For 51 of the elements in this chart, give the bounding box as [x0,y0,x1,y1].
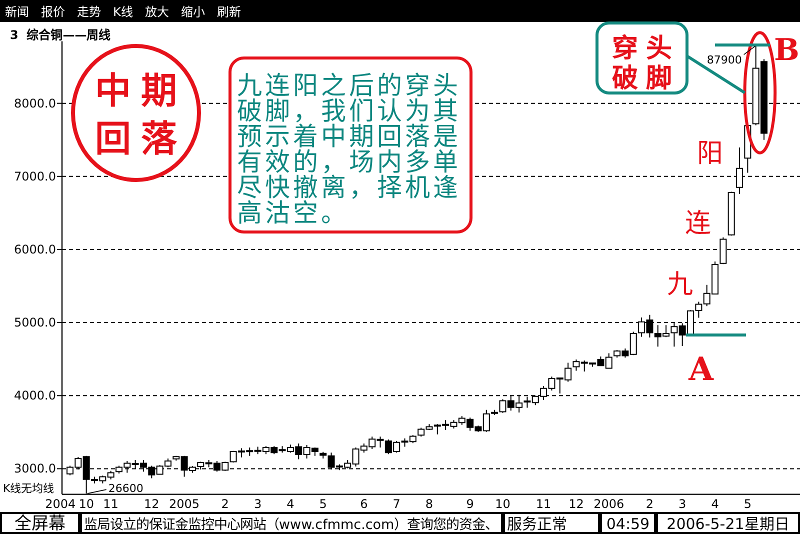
text: 新闻 [5,4,29,19]
text: 2004 [45,497,76,511]
text: 全屏幕 [14,514,66,534]
annotation: 九连阳之后的穿头破脚，我们认为其预示着中期回落是有效的，场内多单尽快撤离，择机逢高沽空。 [237,71,461,228]
text: 监局设立的保证金监控中心网站（www.cfmmc.com）查询您的资金、 [84,516,498,533]
annotation: 九 [667,270,693,300]
text: 04:59 [606,515,650,533]
chart-title: 3 综合铜——周线 [10,27,111,42]
x-tick-label: 11 [536,497,552,511]
x-tick-label: 6 [360,497,368,511]
annotation: A [688,350,715,388]
text: 走势 [77,5,101,19]
x-tick-label: 2 [646,497,654,511]
x-tick-label: 4 [711,497,719,511]
x-tick-label: 5 [319,497,327,511]
y-tick-label: 8000.0 [14,96,56,110]
x-tick-label: 12 [144,497,160,511]
x-tick-label: 12 [568,497,584,511]
y-tick-label: 4000.0 [14,388,56,403]
text: 放大 [144,4,169,19]
x-tick-label: 7 [392,497,400,511]
y-tick-label: 6000.0 [14,242,56,256]
text: 2006-5-21星期日 [666,515,790,533]
x-tick-label: 3 [678,497,686,511]
text: 报价 [41,4,65,19]
text: B [774,33,800,68]
text: 服务正常 [507,515,567,533]
x-tick-label: 10 [78,497,94,511]
x-tick-label: 5 [744,497,752,511]
text: K线无均线 [3,481,54,495]
x-tick-label: 11 [103,497,118,511]
x-tick-label: 8 [425,497,434,511]
text: 刷新 [216,4,241,19]
annotation: 中期回落 [95,71,187,160]
x-tick-label: 2 [221,497,229,511]
x-tick-label: 4 [286,497,294,511]
text: K线 [113,5,133,19]
x-tick-label: 10 [495,497,510,511]
y-tick-label: 5000.0 [14,316,56,330]
annotation: 阳 [697,139,723,169]
text: 缩小 [180,4,205,19]
annotation: 26600 [108,482,144,496]
x-tick-label: 2006 [594,497,624,511]
x-tick-label: 2005 [169,497,200,511]
x-tick-label: 9 [466,497,474,511]
annotation: 连 [685,209,711,239]
annotation: 87900 [706,54,742,67]
annotation: 穿头破脚 [612,33,680,94]
y-tick-label: 7000.0 [14,169,56,184]
x-tick-label: 3 [254,497,262,511]
y-tick-label: 3000.0 [14,462,56,476]
